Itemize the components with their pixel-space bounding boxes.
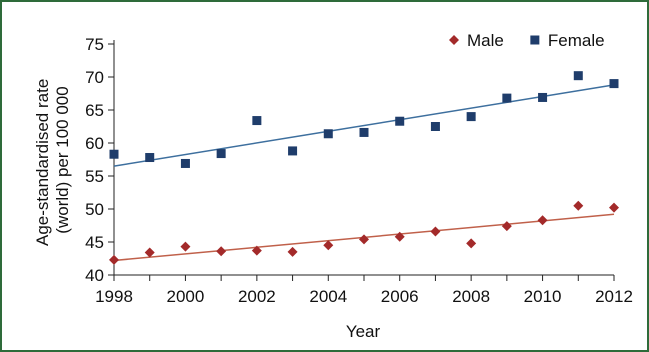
y-tick-label: 40: [85, 266, 104, 285]
male-data-point: [251, 245, 262, 256]
female-data-point: [109, 149, 119, 159]
y-tick-label: 55: [85, 167, 104, 186]
y-tick-label: 45: [85, 233, 104, 252]
male-data-point: [216, 246, 227, 257]
female-data-point: [359, 127, 369, 137]
y-tick-label: 65: [85, 101, 104, 120]
male-data-point: [430, 226, 441, 237]
female-data-point: [466, 112, 476, 122]
male-data-point: [359, 234, 369, 245]
x-tick-label: 2002: [238, 287, 276, 306]
female-data-point: [502, 93, 512, 103]
female-legend-marker: [530, 35, 540, 45]
x-tick-label: 2008: [452, 287, 490, 306]
male-data-point: [537, 215, 548, 226]
male-data-point: [394, 231, 405, 242]
female-data-point: [288, 146, 298, 156]
female-data-point: [609, 79, 619, 89]
y-tick-label: 70: [85, 68, 104, 87]
y-tick-label: 75: [85, 35, 104, 54]
male-data-point: [466, 238, 477, 249]
y-tick-label: 50: [85, 200, 104, 219]
male-legend-label: Male: [467, 31, 504, 50]
data-points: [109, 71, 619, 265]
x-axis-label: Year: [346, 322, 381, 341]
female-data-point: [573, 71, 583, 81]
x-tick-label: 2012: [595, 287, 633, 306]
male-data-point: [287, 246, 298, 257]
male-data-point: [573, 200, 584, 211]
male-data-point: [180, 241, 191, 252]
male-legend-marker: [449, 35, 459, 45]
male-data-point: [501, 221, 512, 232]
female-data-point: [323, 129, 333, 139]
trend-lines: [113, 84, 615, 262]
female-data-point: [145, 153, 155, 163]
x-tick-label: 2000: [167, 287, 205, 306]
male-data-point: [109, 254, 119, 265]
x-tick-label: 2010: [524, 287, 562, 306]
axes: 40 45 50 55 60 65 70 75 1998 2000 2002 2004 2006 2008…: [85, 35, 633, 306]
y-axis-label-line-1: Age-standardised rate: [33, 79, 52, 246]
y-tick-label: 60: [85, 134, 104, 153]
female-legend-label: Female: [548, 31, 605, 50]
female-data-point: [252, 116, 262, 126]
x-tick-label: 2006: [381, 287, 419, 306]
male-data-point: [144, 247, 155, 258]
male-data-point: [609, 202, 619, 213]
x-tick-label: 1998: [95, 287, 133, 306]
female-data-point: [538, 92, 548, 102]
female-data-point: [180, 158, 190, 168]
female-trend-line: [113, 84, 615, 167]
y-axis-label: Age-standardised rate (world) per 100 00…: [33, 74, 72, 246]
legend: Male Female: [449, 31, 605, 50]
female-data-point: [395, 116, 405, 126]
female-data-point: [216, 149, 226, 159]
male-data-point: [323, 240, 334, 251]
female-data-point: [430, 122, 440, 131]
y-axis-label-line-2: (world) per 100 000: [53, 86, 72, 233]
x-tick-label: 2004: [309, 287, 347, 306]
